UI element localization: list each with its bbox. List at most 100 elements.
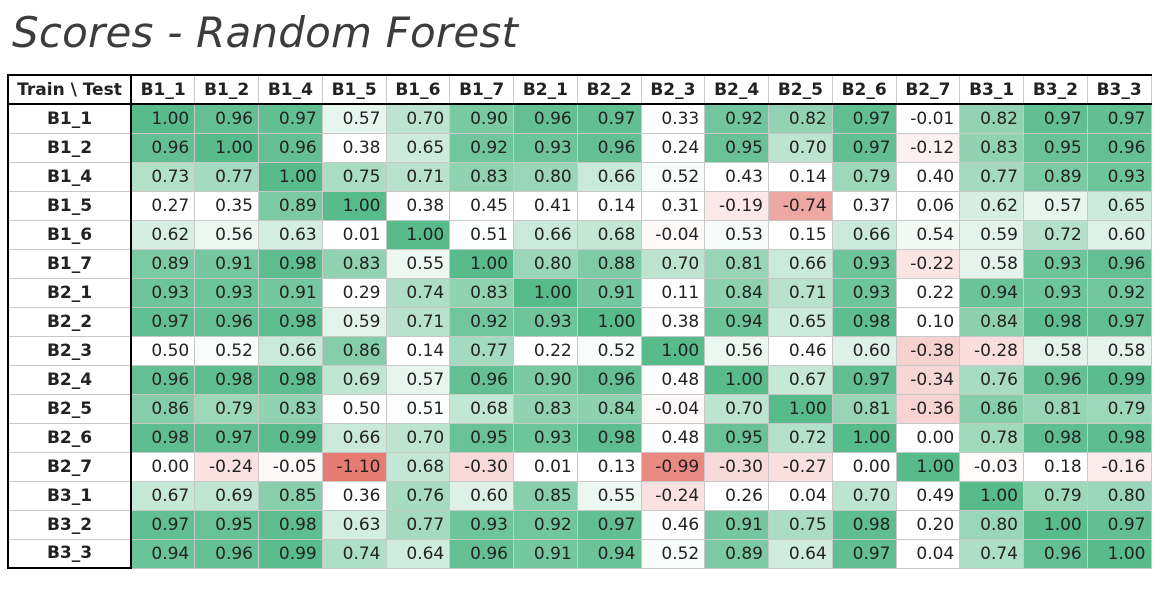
heatmap-cell: 0.97 — [831, 132, 897, 163]
heatmap-cell: 0.65 — [1086, 190, 1152, 221]
heatmap-cell: 0.66 — [768, 248, 833, 279]
heatmap-cell: 0.77 — [959, 161, 1024, 192]
heatmap-cell: 0.85 — [513, 480, 578, 511]
heatmap-cell: 1.00 — [895, 451, 961, 482]
heatmap-cell: 0.22 — [513, 335, 578, 366]
heatmap-cell: 0.97 — [130, 306, 196, 337]
heatmap-cell: 0.82 — [768, 103, 833, 134]
heatmap-cell: 0.98 — [831, 306, 897, 337]
heatmap-cell: 0.66 — [576, 161, 642, 192]
heatmap-cell: 0.60 — [831, 335, 897, 366]
heatmap-cell: 0.15 — [768, 219, 833, 250]
column-header: B2_3 — [640, 74, 706, 105]
heatmap-cell: -0.36 — [895, 393, 961, 424]
heatmap-cell: 0.24 — [640, 132, 706, 163]
heatmap-cell: 0.97 — [258, 103, 323, 134]
heatmap-cell: 1.00 — [385, 219, 451, 250]
table-row: B3_3 0.94 0.96 0.99 0.74 0.64 0.96 0.91 0.94 0.52… — [7, 538, 1152, 569]
heatmap-cell: 0.31 — [640, 190, 706, 221]
column-header: B2_7 — [895, 74, 961, 105]
heatmap-cell: 0.86 — [321, 335, 387, 366]
heatmap-cell: 0.84 — [959, 306, 1024, 337]
heatmap-cell: 0.13 — [576, 451, 642, 482]
heatmap-cell: 0.73 — [130, 161, 196, 192]
heatmap-cell: 0.56 — [704, 335, 769, 366]
heatmap-cell: 0.95 — [1023, 132, 1088, 163]
heatmap-cell: 0.97 — [576, 509, 642, 540]
header-row: Train \ Test B1_1 B1_2 B1_4 B1_5 B1_6 B1_7 B2_… — [7, 74, 1152, 105]
heatmap-cell: 0.97 — [194, 422, 259, 453]
heatmap-cell: 0.99 — [1086, 364, 1152, 395]
heatmap-cell: -0.38 — [895, 335, 961, 366]
column-header: B2_5 — [768, 74, 833, 105]
heatmap-cell: 0.82 — [959, 103, 1024, 134]
heatmap-cell: 0.72 — [1023, 219, 1088, 250]
heatmap-cell: 0.60 — [449, 480, 514, 511]
heatmap-cell: 0.80 — [513, 248, 578, 279]
column-header: B1_4 — [258, 74, 323, 105]
row-header: B3_3 — [7, 538, 132, 569]
heatmap-cell: 0.83 — [321, 248, 387, 279]
heatmap-cell: 0.43 — [704, 161, 769, 192]
heatmap-cell: 0.49 — [895, 480, 961, 511]
heatmap-cell: 0.77 — [449, 335, 514, 366]
heatmap-cell: 0.59 — [959, 219, 1024, 250]
heatmap-cell: 0.70 — [831, 480, 897, 511]
heatmap-cell: 0.27 — [130, 190, 196, 221]
table-row: B2_7 0.00 -0.24 -0.05 -1.10 0.68 -0.30 0.01 0.13… — [7, 451, 1152, 482]
heatmap-cell: 0.38 — [640, 306, 706, 337]
corner-header: Train \ Test — [7, 74, 132, 105]
heatmap-cell: 1.00 — [194, 132, 259, 163]
heatmap-cell: 0.96 — [194, 103, 259, 134]
heatmap-body: B1_1 1.00 0.96 0.97 0.57 0.70 0.90 0.96 0.97 0.33… — [7, 103, 1152, 569]
heatmap-cell: 0.79 — [831, 161, 897, 192]
heatmap-cell: 0.91 — [513, 538, 578, 569]
heatmap-cell: 0.63 — [258, 219, 323, 250]
heatmap-cell: 0.33 — [640, 103, 706, 134]
column-header: B3_2 — [1023, 74, 1088, 105]
heatmap-cell: 0.98 — [258, 509, 323, 540]
heatmap-cell: 0.41 — [513, 190, 578, 221]
heatmap-cell: 0.93 — [130, 277, 196, 308]
row-header: B1_5 — [7, 190, 132, 221]
heatmap-cell: 0.98 — [1023, 422, 1088, 453]
heatmap-cell: 0.76 — [959, 364, 1024, 395]
heatmap-cell: 0.97 — [1086, 103, 1152, 134]
column-header: B2_4 — [704, 74, 769, 105]
heatmap-cell: 0.98 — [576, 422, 642, 453]
heatmap-cell: 0.92 — [449, 306, 514, 337]
heatmap-cell: 0.93 — [513, 132, 578, 163]
heatmap-cell: 0.63 — [321, 509, 387, 540]
heatmap-cell: 0.69 — [321, 364, 387, 395]
heatmap-cell: 0.70 — [704, 393, 769, 424]
heatmap-cell: 0.52 — [640, 538, 706, 569]
row-header: B2_5 — [7, 393, 132, 424]
column-header: B3_1 — [959, 74, 1024, 105]
heatmap-cell: -0.19 — [704, 190, 769, 221]
heatmap-cell: 0.00 — [831, 451, 897, 482]
heatmap-cell: 0.68 — [449, 393, 514, 424]
row-header: B2_7 — [7, 451, 132, 482]
heatmap-cell: 0.54 — [895, 219, 961, 250]
heatmap-cell: 0.75 — [321, 161, 387, 192]
heatmap-cell: -0.03 — [959, 451, 1024, 482]
heatmap-cell: 0.96 — [576, 132, 642, 163]
heatmap-cell: 0.14 — [768, 161, 833, 192]
heatmap-cell: 0.81 — [1023, 393, 1088, 424]
heatmap-cell: 0.53 — [704, 219, 769, 250]
heatmap-cell: -0.34 — [895, 364, 961, 395]
table-row: B1_7 0.89 0.91 0.98 0.83 0.55 1.00 0.80 0.88 0.70… — [7, 248, 1152, 279]
heatmap-cell: -0.22 — [895, 248, 961, 279]
column-header: B1_2 — [194, 74, 259, 105]
heatmap-cell: 0.92 — [704, 103, 769, 134]
heatmap-cell: 1.00 — [513, 277, 578, 308]
heatmap-cell: 0.96 — [576, 364, 642, 395]
heatmap-cell: 0.70 — [768, 132, 833, 163]
heatmap-cell: 0.96 — [1023, 538, 1088, 569]
heatmap-cell: 0.80 — [513, 161, 578, 192]
heatmap-cell: 0.80 — [1086, 480, 1152, 511]
heatmap-cell: 0.83 — [449, 277, 514, 308]
heatmap-cell: -0.24 — [194, 451, 259, 482]
table-row: B1_5 0.27 0.35 0.89 1.00 0.38 0.45 0.41 0.14 0.31… — [7, 190, 1152, 221]
heatmap-cell: 0.78 — [959, 422, 1024, 453]
